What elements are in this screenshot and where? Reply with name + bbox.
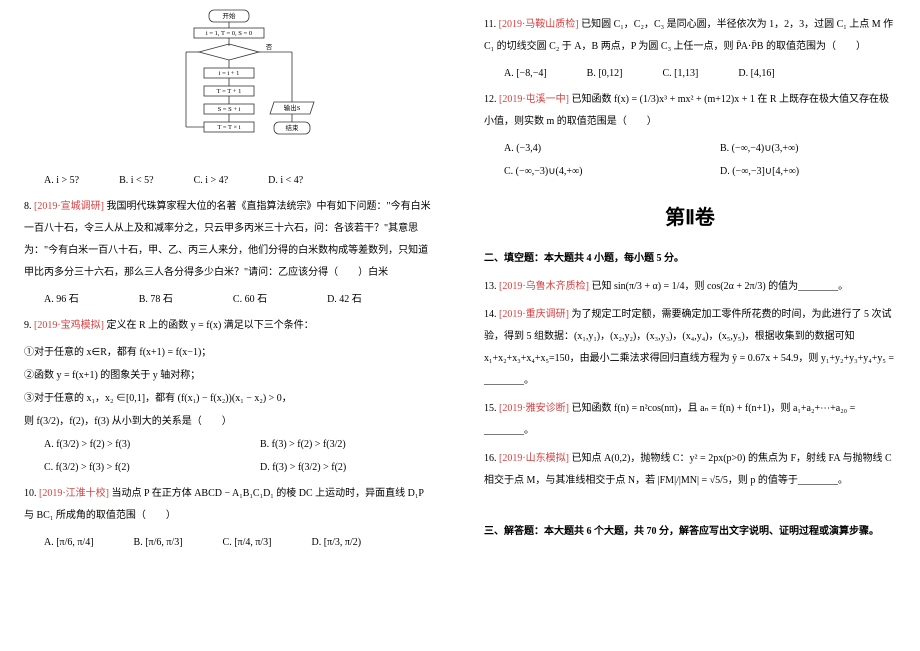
q7-options: A. i > 5? B. i < 5? C. i > 4? D. i < 4?: [44, 171, 436, 190]
right-column: 11. [2019·马鞍山质检] 已知圆 C₁，C₂，C₃ 是同心圆，半径依次为…: [460, 0, 920, 651]
q8-prefix: 8.: [24, 201, 32, 212]
q14-source: [2019·重庆调研]: [499, 309, 569, 320]
q11-opt-d: D. [4,16]: [738, 64, 774, 83]
fc-s1: i = i + 1: [219, 70, 240, 77]
q9-opt-d: D. f(3) > f(3/2) > f(2): [260, 458, 436, 477]
q14-prefix: 14.: [484, 309, 497, 320]
section3-header: 三、解答题：本大题共 6 个大题，共 70 分，解答应写出文字说明、证明过程或演…: [484, 522, 896, 541]
fc-out: 输出S: [284, 103, 301, 112]
q9-opt-c: C. f(3/2) > f(3) > f(2): [44, 458, 220, 477]
q12-opt-c: C. (−∞,−3)∪(4,+∞): [504, 162, 680, 181]
q14: 14. [2019·重庆调研] 为了规定工时定额，需要确定加工零件所花费的时间，…: [484, 304, 896, 392]
flowchart-diagram: 开始 i = 1, T = 0, S = 0 否 i = i + 1 T = T…: [174, 8, 436, 165]
q11-opt-a: A. [−8,−4]: [504, 64, 547, 83]
q8-opt-c: C. 60 石: [233, 290, 267, 309]
q10-source: [2019·江淮十校]: [39, 488, 109, 499]
q13: 13. [2019·乌鲁木齐质检] 已知 sin(π/3 + α) = 1/4，…: [484, 276, 896, 298]
fill-header: 二、填空题：本大题共 4 小题，每小题 5 分。: [484, 249, 896, 268]
q10-opt-a: A. [π/6, π/4]: [44, 533, 94, 552]
q12-opt-b: B. (−∞,−4)∪(3,+∞): [720, 139, 896, 158]
q8-options: A. 96 石 B. 78 石 C. 60 石 D. 42 石: [44, 290, 436, 309]
q9-c1: ①对于任意的 x∈R，都有 f(x+1) = f(x−1)；: [24, 343, 436, 362]
q16-prefix: 16.: [484, 453, 497, 464]
q10-options: A. [π/6, π/4] B. [π/6, π/3] C. [π/4, π/3…: [44, 533, 436, 552]
q9-c3: ③对于任意的 x₁，x₂ ∈[0,1]，都有 (f(x₁) − f(x₂))(x…: [24, 389, 436, 408]
q7-opt-a: A. i > 5?: [44, 171, 79, 190]
q12-opt-a: A. (−3,4): [504, 139, 680, 158]
q12: 12. [2019·屯溪一中] 已知函数 f(x) = (1/3)x³ + mx…: [484, 89, 896, 133]
q11-source: [2019·马鞍山质检]: [499, 19, 579, 30]
fc-end: 结束: [286, 123, 300, 132]
q15-source: [2019·雅安诊断]: [499, 403, 569, 414]
q15: 15. [2019·雅安诊断] 已知函数 f(n) = n²cos(nπ)，且 …: [484, 398, 896, 442]
q11-options: A. [−8,−4] B. [0,12] C. [1,13] D. [4,16]: [504, 64, 896, 83]
q9-prefix: 9.: [24, 320, 32, 331]
fc-no: 否: [266, 43, 273, 51]
fc-s2: T = T + 1: [217, 88, 242, 95]
q9-tail: 则 f(3/2)，f(2)，f(3) 从小到大的关系是（ ）: [24, 412, 436, 431]
q11-prefix: 11.: [484, 19, 496, 30]
q14-body: 为了规定工时定额，需要确定加工零件所花费的时间，为此进行了 5 次试验，得到 5…: [484, 309, 894, 386]
q13-source: [2019·乌鲁木齐质检]: [499, 281, 589, 292]
q10-prefix: 10.: [24, 488, 37, 499]
q7-opt-c: C. i > 4?: [194, 171, 229, 190]
q13-prefix: 13.: [484, 281, 497, 292]
fc-init: i = 1, T = 0, S = 0: [206, 30, 252, 37]
q9-options: A. f(3/2) > f(2) > f(3) B. f(3) > f(2) >…: [44, 435, 436, 477]
left-column: 开始 i = 1, T = 0, S = 0 否 i = i + 1 T = T…: [0, 0, 460, 651]
q12-options: A. (−3,4) B. (−∞,−4)∪(3,+∞) C. (−∞,−3)∪(…: [504, 139, 896, 181]
q12-source: [2019·屯溪一中]: [499, 94, 569, 105]
q16-source: [2019·山东模拟]: [499, 453, 569, 464]
q15-prefix: 15.: [484, 403, 497, 414]
fc-s3: S = S + i: [218, 106, 241, 113]
q8: 8. [2019·宣城调研] 我国明代珠算家程大位的名著《直指算法统宗》中有如下…: [24, 196, 436, 284]
q10-opt-c: C. [π/4, π/3]: [223, 533, 272, 552]
q8-opt-b: B. 78 石: [139, 290, 173, 309]
q10-opt-b: B. [π/6, π/3]: [134, 533, 183, 552]
q12-prefix: 12.: [484, 94, 497, 105]
fc-s4: T = T × i: [217, 124, 240, 131]
q11-opt-c: C. [1,13]: [663, 64, 699, 83]
q9-opt-b: B. f(3) > f(2) > f(3/2): [260, 435, 436, 454]
q11: 11. [2019·马鞍山质检] 已知圆 C₁，C₂，C₃ 是同心圆，半径依次为…: [484, 14, 896, 58]
q11-opt-b: B. [0,12]: [587, 64, 623, 83]
q9-opt-a: A. f(3/2) > f(2) > f(3): [44, 435, 220, 454]
q8-source: [2019·宣城调研]: [34, 201, 104, 212]
q9-c2: ②函数 y = f(x+1) 的图象关于 y 轴对称；: [24, 366, 436, 385]
section2-title: 第Ⅱ卷: [484, 199, 896, 237]
q12-opt-d: D. (−∞,−3]∪[4,+∞): [720, 162, 896, 181]
fc-start: 开始: [223, 11, 237, 20]
q9-source: [2019·宝鸡模拟]: [34, 320, 104, 331]
q8-body: 我国明代珠算家程大位的名著《直指算法统宗》中有如下问题："今有白米一百八十石，令…: [24, 201, 431, 278]
q10: 10. [2019·江淮十校] 当动点 P 在正方体 ABCD − A₁B₁C₁…: [24, 483, 436, 527]
q16: 16. [2019·山东模拟] 已知点 A(0,2)，抛物线 C：y² = 2p…: [484, 448, 896, 492]
q7-opt-b: B. i < 5?: [119, 171, 154, 190]
q8-opt-a: A. 96 石: [44, 290, 79, 309]
q7-opt-d: D. i < 4?: [268, 171, 303, 190]
q8-opt-d: D. 42 石: [327, 290, 362, 309]
q9-body: 定义在 R 上的函数 y = f(x) 满足以下三个条件：: [107, 320, 314, 331]
q9: 9. [2019·宝鸡模拟] 定义在 R 上的函数 y = f(x) 满足以下三…: [24, 315, 436, 337]
q13-body: 已知 sin(π/3 + α) = 1/4，则 cos(2α + 2π/3) 的…: [592, 281, 849, 292]
q10-opt-d: D. [π/3, π/2): [312, 533, 362, 552]
